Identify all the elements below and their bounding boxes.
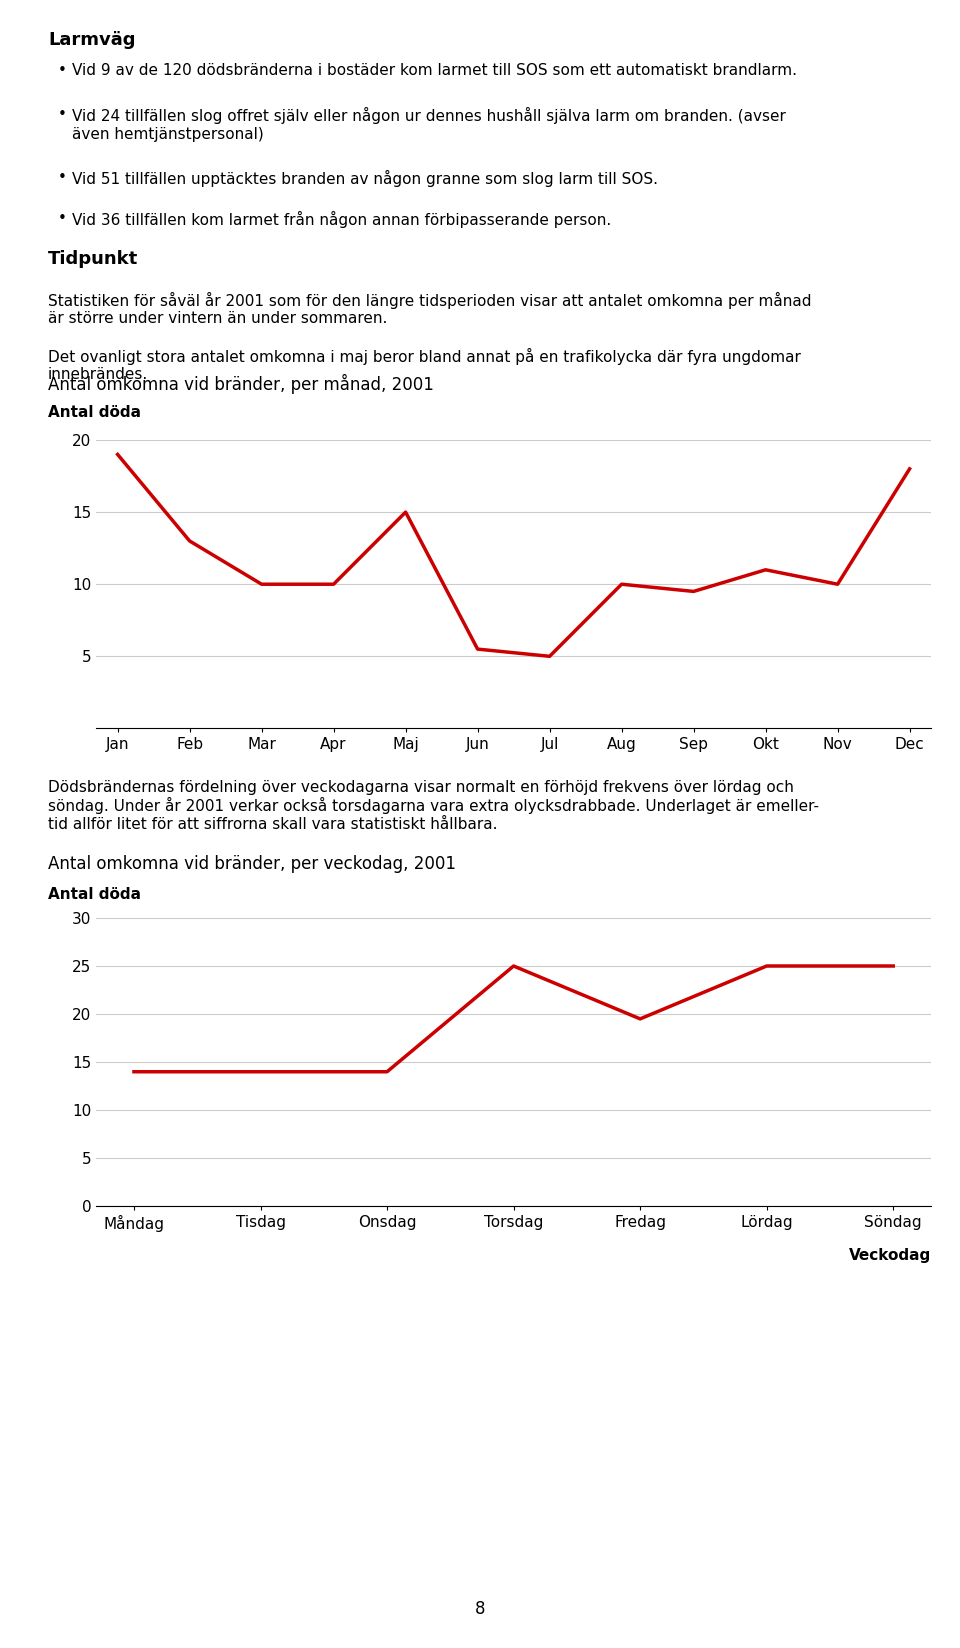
- Text: Statistiken för såväl år 2001 som för den längre tidsperioden visar att antalet : Statistiken för såväl år 2001 som för de…: [48, 292, 811, 326]
- Text: Vid 9 av de 120 dödsbränderna i bostäder kom larmet till SOS som ett automatiskt: Vid 9 av de 120 dödsbränderna i bostäder…: [72, 63, 797, 77]
- Text: Vid 36 tillfällen kom larmet från någon annan förbipasserande person.: Vid 36 tillfällen kom larmet från någon …: [72, 211, 612, 227]
- Text: 8: 8: [475, 1600, 485, 1618]
- Text: Veckodag: Veckodag: [849, 1248, 931, 1262]
- Text: Tidpunkt: Tidpunkt: [48, 250, 138, 269]
- Text: Vid 51 tillfällen upptäcktes branden av någon granne som slog larm till SOS.: Vid 51 tillfällen upptäcktes branden av …: [72, 170, 658, 186]
- Text: •: •: [58, 211, 66, 226]
- Text: •: •: [58, 170, 66, 185]
- Text: Antal döda: Antal döda: [48, 887, 141, 901]
- Text: Antal döda: Antal döda: [48, 405, 141, 420]
- Text: Dödsbrändernas fördelning över veckodagarna visar normalt en förhöjd frekvens öv: Dödsbrändernas fördelning över veckodaga…: [48, 780, 819, 832]
- Text: Antal omkomna vid bränder, per månad, 2001: Antal omkomna vid bränder, per månad, 20…: [48, 374, 434, 394]
- Text: Vid 24 tillfällen slog offret själv eller någon ur dennes hushåll själva larm om: Vid 24 tillfällen slog offret själv elle…: [72, 107, 786, 142]
- Text: •: •: [58, 63, 66, 77]
- Text: Antal omkomna vid bränder, per veckodag, 2001: Antal omkomna vid bränder, per veckodag,…: [48, 855, 456, 873]
- Text: •: •: [58, 107, 66, 122]
- Text: Det ovanligt stora antalet omkomna i maj beror bland annat på en trafikolycka dä: Det ovanligt stora antalet omkomna i maj…: [48, 348, 801, 382]
- Text: Larmväg: Larmväg: [48, 31, 135, 49]
